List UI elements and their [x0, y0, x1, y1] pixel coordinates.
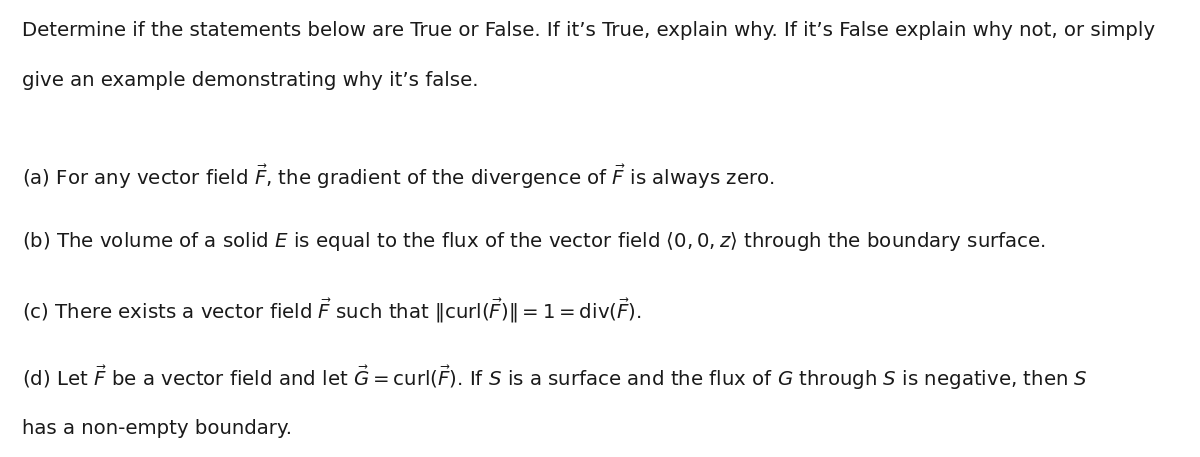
- Text: Determine if the statements below are True or False. If it’s True, explain why. : Determine if the statements below are Tr…: [22, 21, 1154, 40]
- Text: (d) Let $\vec{F}$ be a vector field and let $\vec{G} = \mathrm{curl}(\vec{F})$. : (d) Let $\vec{F}$ be a vector field and …: [22, 363, 1087, 392]
- Text: (b) The volume of a solid $E$ is equal to the flux of the vector field $\langle : (b) The volume of a solid $E$ is equal t…: [22, 230, 1045, 253]
- Text: has a non-empty boundary.: has a non-empty boundary.: [22, 419, 292, 438]
- Text: give an example demonstrating why it’s false.: give an example demonstrating why it’s f…: [22, 71, 478, 90]
- Text: (c) There exists a vector field $\vec{F}$ such that $\|\mathrm{curl}(\vec{F})\| : (c) There exists a vector field $\vec{F}…: [22, 296, 641, 324]
- Text: (a) For any vector field $\vec{F}$, the gradient of the divergence of $\vec{F}$ : (a) For any vector field $\vec{F}$, the …: [22, 162, 774, 191]
